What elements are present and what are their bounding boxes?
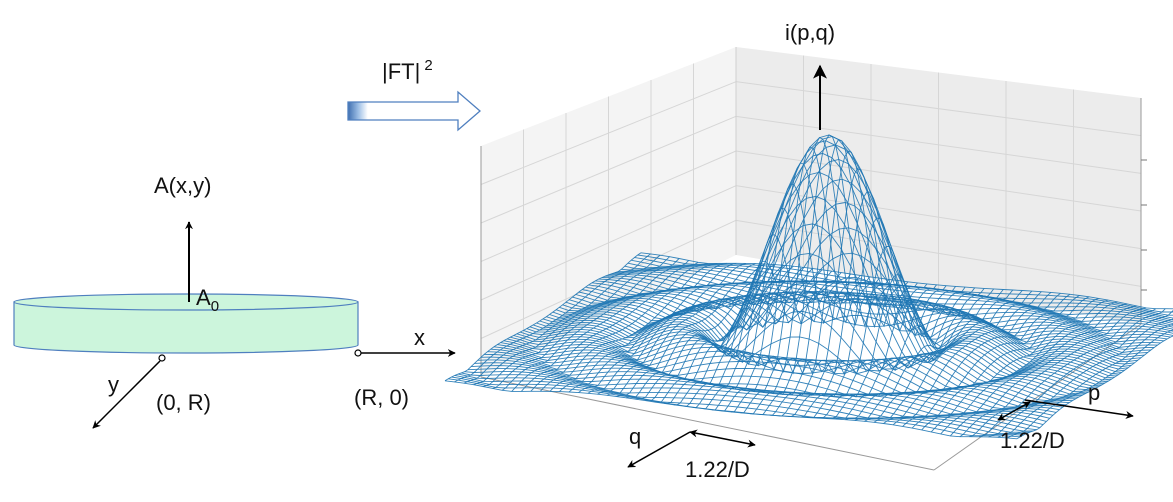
surface-mesh-line xyxy=(559,263,756,392)
surface-mesh-line xyxy=(549,262,747,392)
surface-mesh-line xyxy=(892,296,1090,426)
surface-mesh-line xyxy=(654,273,852,403)
y-axis-arrow xyxy=(92,360,161,429)
surface-mesh-line xyxy=(835,290,1033,420)
point-r0-marker xyxy=(354,349,362,357)
surface-mesh-line xyxy=(902,297,1099,427)
transform-label-base: |FT| xyxy=(382,59,420,84)
p-direction-arrow xyxy=(1024,399,1134,419)
aperture-disk-top xyxy=(13,293,359,311)
surface-mesh-line xyxy=(625,269,823,399)
point-0r-marker xyxy=(158,354,166,362)
amplitude-label: A(x,y) xyxy=(154,173,211,198)
y-axis-label: y xyxy=(108,372,119,397)
surface-mesh-line xyxy=(597,265,794,395)
surface-mesh-line xyxy=(797,274,995,418)
airy-plot: i(p,q) q 1.22/D p 1.22/D xyxy=(444,20,1173,482)
q-width-arrow xyxy=(689,429,756,448)
surface-mesh-line xyxy=(458,373,1031,433)
surface-mesh-line xyxy=(911,299,1109,429)
surface-mesh-line xyxy=(864,292,1061,422)
q-axis-label: q xyxy=(629,424,641,449)
q-width-label: 1.22/D xyxy=(685,457,750,482)
intensity-surface xyxy=(444,134,1173,440)
surface-mesh-line xyxy=(959,308,1157,438)
p-width-arrow xyxy=(997,401,1031,421)
surface-mesh-line xyxy=(444,252,642,382)
surface-mesh-line xyxy=(845,291,1042,421)
axes-box xyxy=(480,47,1147,471)
surface-mesh-line xyxy=(702,162,899,410)
surface-mesh-line xyxy=(740,139,937,414)
transform-group: |FT| 2 xyxy=(347,57,481,132)
p-axis-label: p xyxy=(1088,380,1100,405)
surface-mesh-line xyxy=(492,260,690,389)
surface-mesh-line xyxy=(501,261,699,391)
surface-mesh-line xyxy=(616,268,813,397)
surface-mesh-line xyxy=(511,262,708,392)
surface-mesh-line xyxy=(807,289,1004,418)
surface-mesh-line xyxy=(1016,335,1173,440)
surface-mesh-line xyxy=(683,207,880,407)
surface-mesh-line xyxy=(883,295,1080,424)
surface-mesh-line xyxy=(1007,329,1173,439)
surface-mesh-line xyxy=(454,253,651,383)
surface-mesh-line xyxy=(473,256,670,386)
surface-mesh-line xyxy=(930,303,1128,433)
surface-mesh-line xyxy=(635,270,833,400)
transform-label-sup: 2 xyxy=(424,57,432,74)
surface-mesh-line xyxy=(692,183,890,409)
surface-mesh-line xyxy=(816,289,1014,419)
surface-mesh-line xyxy=(721,137,918,412)
surface-mesh-line xyxy=(826,290,1023,419)
aperture-group: A(x,y) A0 x y (0, R) (R, 0) xyxy=(13,173,456,429)
surface-mesh-line xyxy=(568,263,766,393)
surface-mesh-line xyxy=(949,307,1147,437)
aperture-disk-side xyxy=(13,301,359,354)
surface-mesh-line xyxy=(873,293,1071,423)
surface-mesh-line xyxy=(711,146,909,411)
surface-mesh-line xyxy=(940,305,1137,435)
surface-mesh-line xyxy=(464,371,1037,431)
surface-mesh-line xyxy=(921,301,1118,431)
surface-mesh-line xyxy=(759,168,956,416)
a0-label: A0 xyxy=(196,285,219,315)
surface-mesh-line xyxy=(606,266,804,396)
a0-subscript: 0 xyxy=(211,298,219,315)
a0-base: A xyxy=(196,285,211,310)
transform-arrow xyxy=(347,90,481,132)
surface-mesh-line xyxy=(463,254,661,384)
point-0r-label: (0, R) xyxy=(156,390,211,415)
x-axis-label: x xyxy=(414,325,425,350)
intensity-label: i(p,q) xyxy=(785,20,835,45)
p-width-label: 1.22/D xyxy=(1000,428,1065,453)
surface-mesh-line xyxy=(854,292,1052,421)
point-r0-label: (R, 0) xyxy=(354,385,409,410)
surface-mesh-line xyxy=(587,264,785,394)
surface-mesh-line xyxy=(578,264,775,393)
surface-mesh-line xyxy=(769,191,966,416)
surface-mesh-line xyxy=(482,258,680,387)
transform-label: |FT| 2 xyxy=(382,57,433,84)
q-direction-arrow xyxy=(627,431,691,468)
surface-mesh-line xyxy=(520,262,718,392)
surface-mesh-line xyxy=(471,365,1044,426)
